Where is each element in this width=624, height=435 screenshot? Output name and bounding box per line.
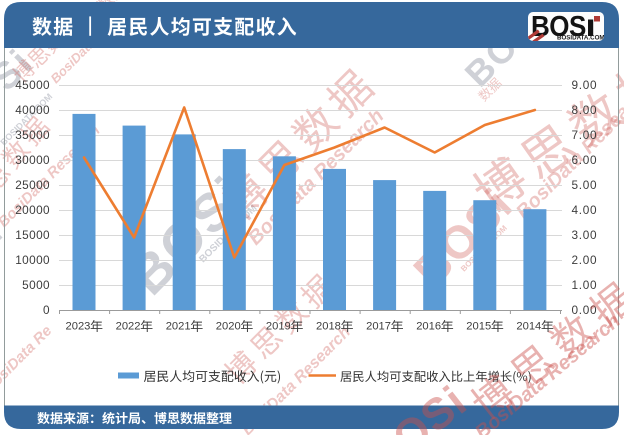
svg-text:2021: 2021 [166, 321, 191, 333]
svg-text:5.00: 5.00 [572, 178, 598, 192]
svg-text:4.00: 4.00 [572, 203, 598, 217]
svg-text:BOSIDATA.COM: BOSIDATA.COM [557, 35, 605, 42]
svg-text:2022: 2022 [116, 321, 141, 333]
svg-text:2014: 2014 [516, 321, 541, 333]
svg-text:2018: 2018 [316, 321, 341, 333]
svg-text:25000: 25000 [15, 178, 50, 192]
svg-text:2.00: 2.00 [572, 253, 598, 267]
svg-text:1.00: 1.00 [572, 278, 598, 292]
svg-text:2019: 2019 [266, 321, 291, 333]
svg-text:9.00: 9.00 [572, 78, 598, 92]
svg-text:BosiData Research: BosiData Research [471, 310, 624, 435]
svg-text:3.00: 3.00 [572, 228, 598, 242]
svg-text:2020: 2020 [216, 321, 241, 333]
svg-text:15000: 15000 [15, 228, 50, 242]
svg-text:2017: 2017 [366, 321, 391, 333]
svg-text:35000: 35000 [15, 128, 50, 142]
svg-text:5000: 5000 [22, 278, 50, 292]
svg-text:7.00: 7.00 [572, 128, 598, 142]
svg-text:0: 0 [43, 303, 50, 317]
svg-text:40000: 40000 [15, 103, 50, 117]
svg-text:6.00: 6.00 [572, 153, 598, 167]
svg-text:45000: 45000 [15, 78, 50, 92]
svg-text:20000: 20000 [15, 203, 50, 217]
svg-text:2023: 2023 [66, 321, 91, 333]
svg-text:BOSi: BOSi [358, 377, 476, 435]
svg-text:0.00: 0.00 [572, 303, 598, 317]
svg-text:2016: 2016 [416, 321, 441, 333]
svg-text:10000: 10000 [15, 253, 50, 267]
svg-text:30000: 30000 [15, 153, 50, 167]
svg-text:2015: 2015 [466, 321, 491, 333]
svg-text:8.00: 8.00 [572, 103, 598, 117]
